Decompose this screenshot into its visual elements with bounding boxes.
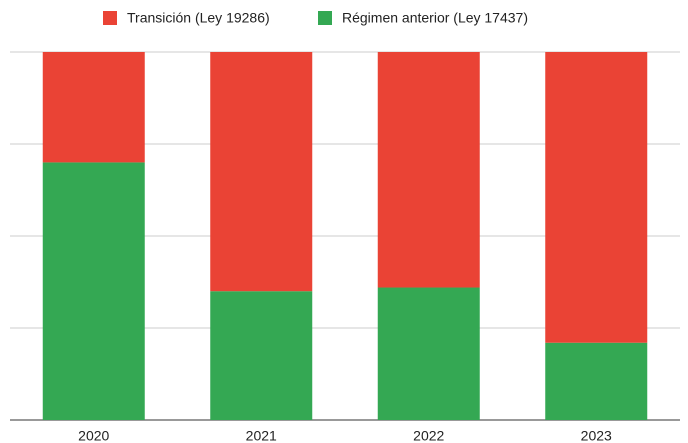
bar-segment (210, 291, 313, 420)
legend-swatch (318, 11, 332, 25)
bar-segment (545, 342, 648, 420)
bar-segment (377, 287, 480, 420)
x-tick-label: 2022 (413, 428, 444, 443)
bar-segment (377, 52, 480, 288)
x-tick-label: 2020 (78, 428, 109, 443)
x-tick-label: 2021 (246, 428, 277, 443)
bar-segment (210, 52, 313, 292)
legend-label: Transición (Ley 19286) (127, 10, 270, 26)
legend-label: Régimen anterior (Ley 17437) (342, 10, 528, 26)
bar-segment (42, 162, 145, 420)
bar-segment (545, 52, 648, 343)
legend-swatch (103, 11, 117, 25)
x-tick-label: 2023 (581, 428, 612, 443)
bar-segment (42, 52, 145, 163)
